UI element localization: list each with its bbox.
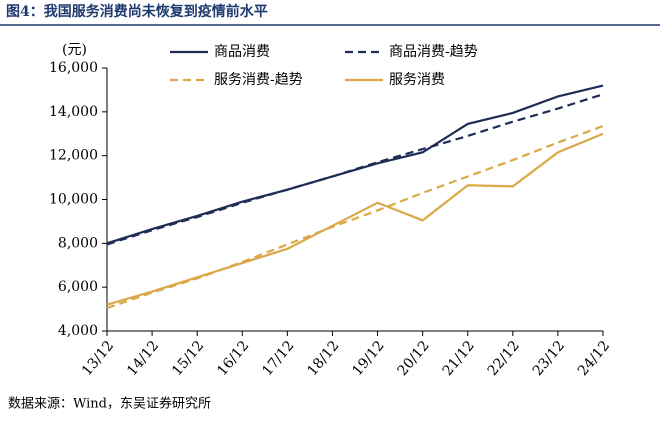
y-tick-label: 8,000: [58, 235, 98, 251]
x-tick-label: 24/12: [575, 338, 613, 379]
legend-label: 服务消费-趋势: [214, 72, 303, 88]
chart-title: 图4：我国服务消费尚未恢复到疫情前水平: [6, 3, 268, 20]
x-tick-label: 14/12: [124, 338, 162, 379]
y-tick-label: 14,000: [49, 104, 98, 120]
x-tick-label: 21/12: [440, 338, 478, 379]
x-tick-label: 16/12: [214, 338, 252, 379]
y-tick-label: 6,000: [58, 279, 98, 295]
x-tick-label: 20/12: [395, 338, 433, 379]
series-line: [106, 93, 604, 246]
y-tick-label: 12,000: [49, 148, 98, 164]
x-tick-label: 17/12: [259, 338, 297, 379]
legend-label: 服务消费: [389, 72, 445, 88]
x-tick-label: 18/12: [304, 338, 342, 379]
x-tick-label: 22/12: [485, 338, 523, 379]
y-tick-label: 10,000: [49, 192, 98, 208]
y-unit: (元): [62, 42, 87, 58]
x-tick-label: 19/12: [349, 338, 387, 379]
series-line: [106, 84, 604, 245]
legend-label: 商品消费-趋势: [389, 44, 478, 60]
x-tick-label: 15/12: [169, 338, 207, 379]
source-note: 数据来源：Wind，东吴证券研究所: [8, 396, 211, 412]
x-tick-label: 13/12: [79, 338, 117, 379]
y-tick-label: 16,000: [49, 60, 98, 76]
series-line: [106, 132, 604, 306]
y-tick-label: 4,000: [58, 323, 98, 339]
x-tick-label: 23/12: [530, 338, 568, 379]
series-line: [106, 125, 604, 310]
legend-label: 商品消费: [214, 44, 270, 60]
